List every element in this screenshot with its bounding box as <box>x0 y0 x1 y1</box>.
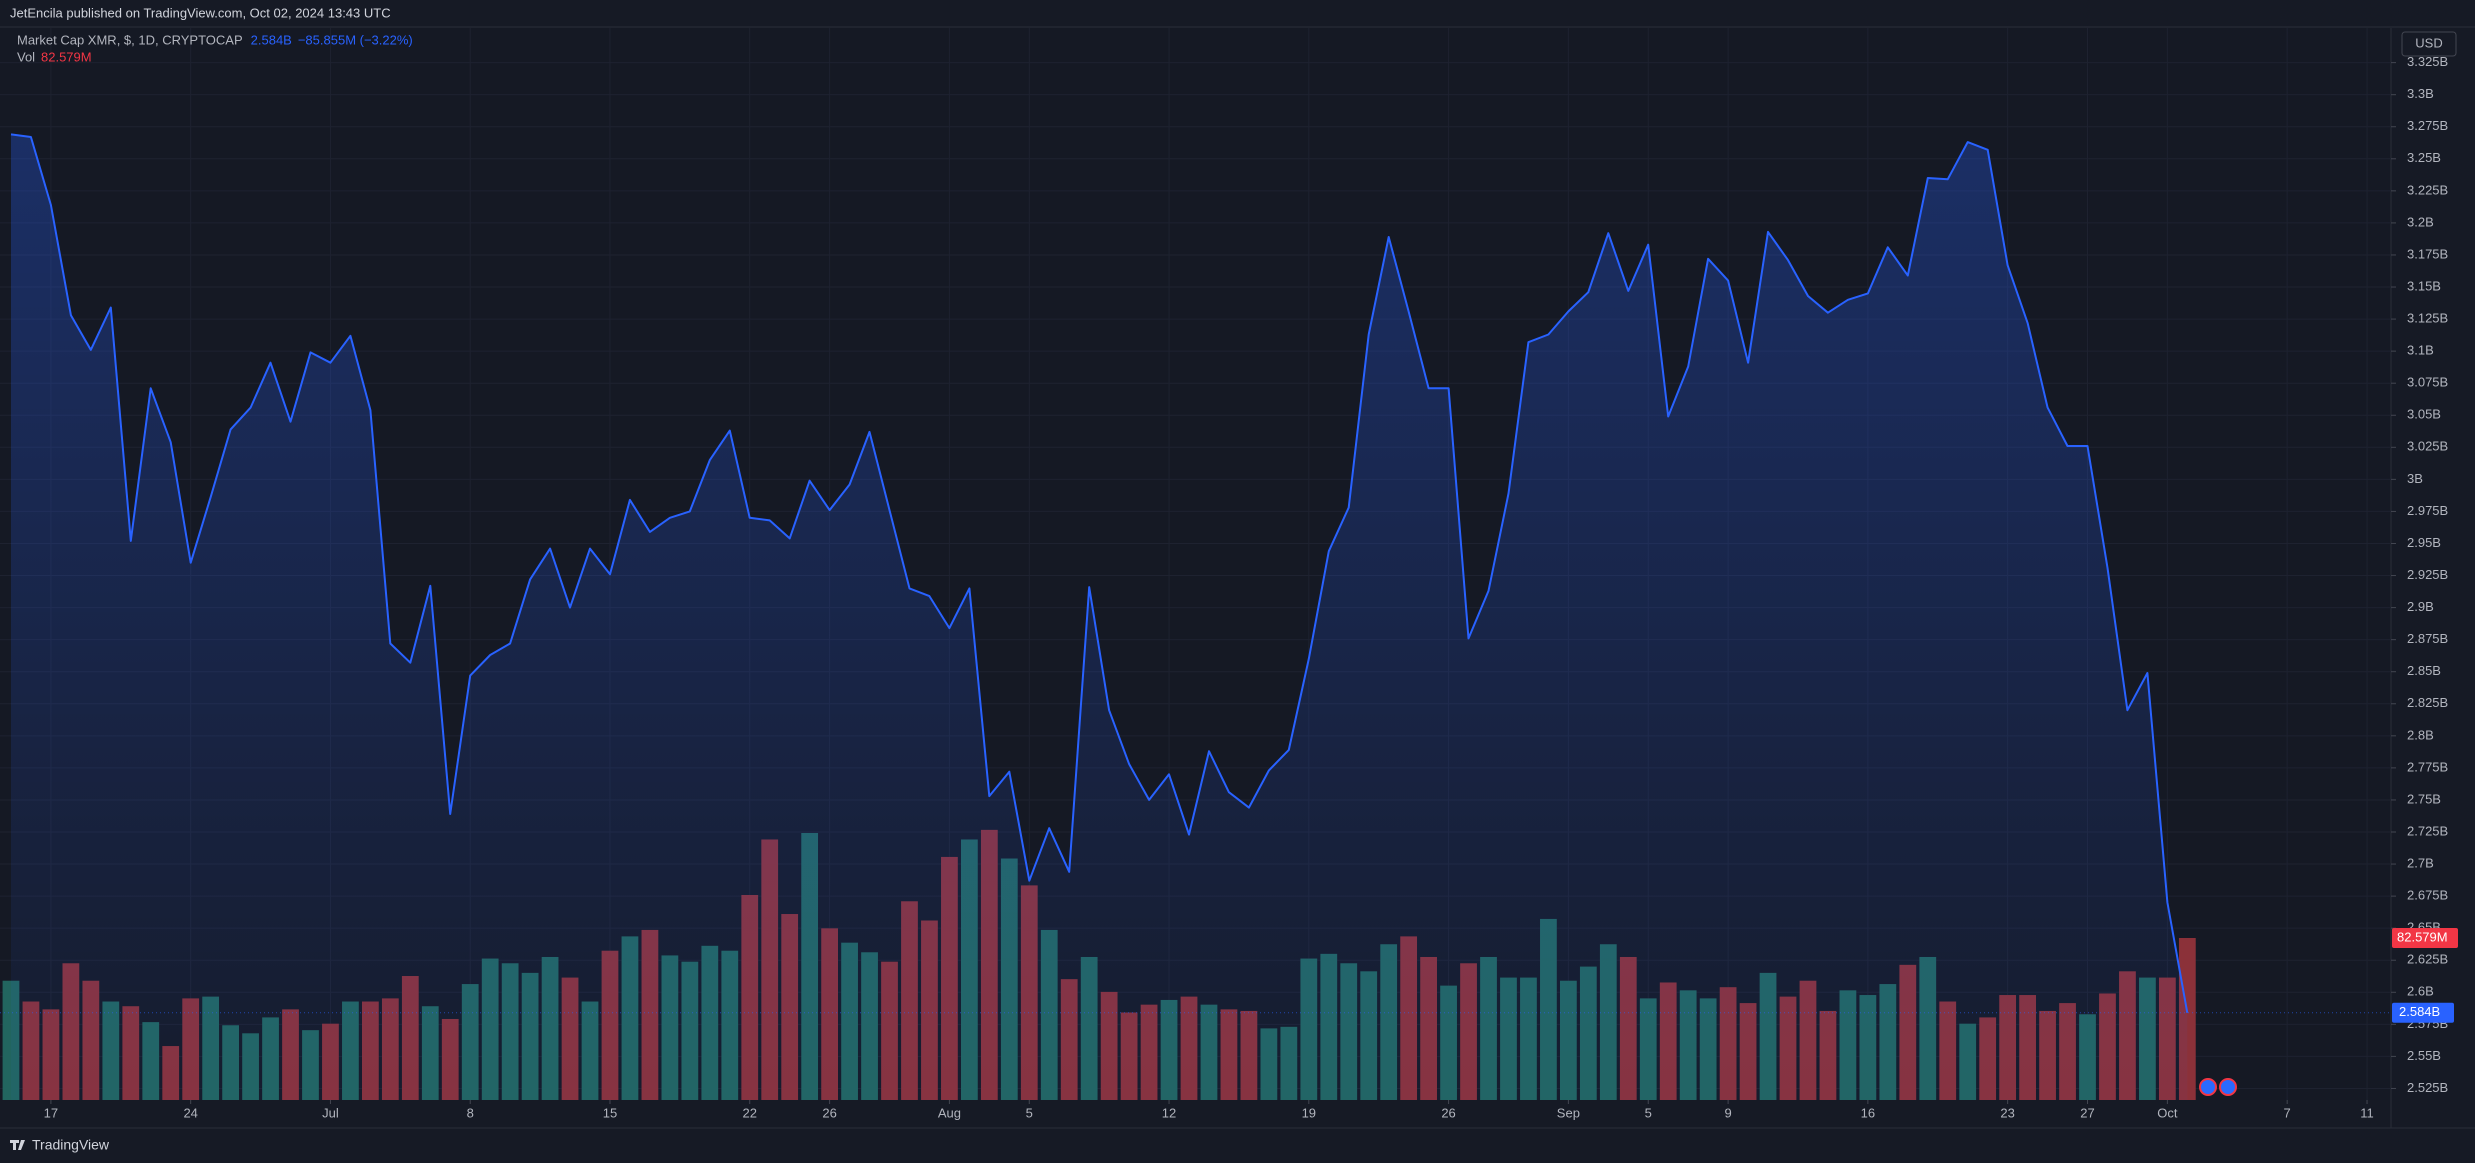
x-tick-label: 24 <box>183 1105 197 1120</box>
y-tick-label: 3.05B <box>2407 407 2441 422</box>
y-tick-label: 3.1B <box>2407 343 2434 358</box>
y-tick-label: 2.625B <box>2407 952 2448 967</box>
x-tick-label: 27 <box>2080 1105 2094 1120</box>
axes: 2.525B2.55B2.575B2.6B2.625B2.65B2.675B2.… <box>44 54 2458 1120</box>
x-tick-label: 5 <box>1645 1105 1652 1120</box>
y-tick-label: 2.525B <box>2407 1080 2448 1095</box>
y-tick-label: 2.7B <box>2407 855 2434 870</box>
y-tick-label: 2.8B <box>2407 727 2434 742</box>
x-tick-label: 26 <box>822 1105 836 1120</box>
y-tick-label: 3.225B <box>2407 182 2448 197</box>
x-tick-label: 12 <box>1162 1105 1176 1120</box>
y-tick-label: 2.725B <box>2407 823 2448 838</box>
publisher-line: JetEncila published on TradingView.com, … <box>10 5 391 20</box>
y-tick-label: 2.825B <box>2407 695 2448 710</box>
x-tick-label: 7 <box>2284 1105 2291 1120</box>
y-tick-label: 2.925B <box>2407 567 2448 582</box>
y-tick-label: 2.875B <box>2407 631 2448 646</box>
legend-symbol: Market Cap XMR, $, 1D, CRYPTOCAP <box>17 32 243 47</box>
y-tick-label: 3.075B <box>2407 375 2448 390</box>
brand-logo <box>10 1140 25 1150</box>
legend-vol: Vol <box>17 49 35 64</box>
y-tick-label: 2.775B <box>2407 759 2448 774</box>
y-tick-label: 3.125B <box>2407 311 2448 326</box>
last-price-tag <box>2392 1002 2454 1023</box>
brand: TradingView <box>32 1137 110 1153</box>
x-tick-label: 11 <box>2360 1105 2374 1120</box>
x-tick-label: Jul <box>322 1105 339 1120</box>
y-tick-label: 2.75B <box>2407 791 2441 806</box>
y-tick-label: 2.675B <box>2407 888 2448 903</box>
x-tick-label: 5 <box>1026 1105 1033 1120</box>
legend-change: −85.855M (−3.22%) <box>298 32 413 47</box>
currency-label[interactable]: USD <box>2415 35 2442 50</box>
y-tick-label: 2.55B <box>2407 1048 2441 1063</box>
x-tick-label: 15 <box>603 1105 617 1120</box>
last-price-label: 2.584B <box>2399 1004 2440 1019</box>
x-tick-label: Oct <box>2157 1105 2178 1120</box>
plot <box>0 133 2391 1100</box>
x-tick-label: 16 <box>1861 1105 1875 1120</box>
last-volume-tag <box>2392 927 2458 948</box>
area-fill <box>10 134 2188 1100</box>
y-tick-label: 2.6B <box>2407 984 2434 999</box>
y-tick-label: 3.175B <box>2407 246 2448 261</box>
event-icon[interactable] <box>2219 1078 2237 1096</box>
legend-last: 2.584B <box>251 32 292 47</box>
y-tick-label: 2.975B <box>2407 503 2448 518</box>
x-tick-label: 19 <box>1302 1105 1316 1120</box>
x-tick-label: 22 <box>743 1105 757 1120</box>
y-tick-label: 3B <box>2407 471 2423 486</box>
y-tick-label: 2.9B <box>2407 599 2434 614</box>
y-tick-label: 3.25B <box>2407 150 2441 165</box>
y-tick-label: 3.15B <box>2407 278 2441 293</box>
x-tick-label: 23 <box>2000 1105 2014 1120</box>
x-tick-label: Sep <box>1557 1105 1580 1120</box>
y-tick-label: 2.85B <box>2407 663 2441 678</box>
y-tick-label: 3.275B <box>2407 118 2448 133</box>
y-tick-label: 3.325B <box>2407 54 2448 69</box>
x-tick-label: 9 <box>1724 1105 1731 1120</box>
last-volume-label: 82.579M <box>2397 929 2448 944</box>
legend-vol-last: 82.579M <box>41 49 92 64</box>
y-tick-label: 3.025B <box>2407 439 2448 454</box>
x-tick-label: 17 <box>44 1105 58 1120</box>
x-tick-label: 8 <box>467 1105 474 1120</box>
y-tick-label: 3.2B <box>2407 214 2434 229</box>
currency-button[interactable] <box>2401 31 2457 57</box>
x-tick-label: 26 <box>1441 1105 1455 1120</box>
y-tick-label: 2.95B <box>2407 535 2441 550</box>
line <box>10 133 2189 1013</box>
event-icon[interactable] <box>2199 1078 2217 1096</box>
x-tick-label: Aug <box>938 1105 961 1120</box>
y-tick-label: 3.3B <box>2407 86 2434 101</box>
